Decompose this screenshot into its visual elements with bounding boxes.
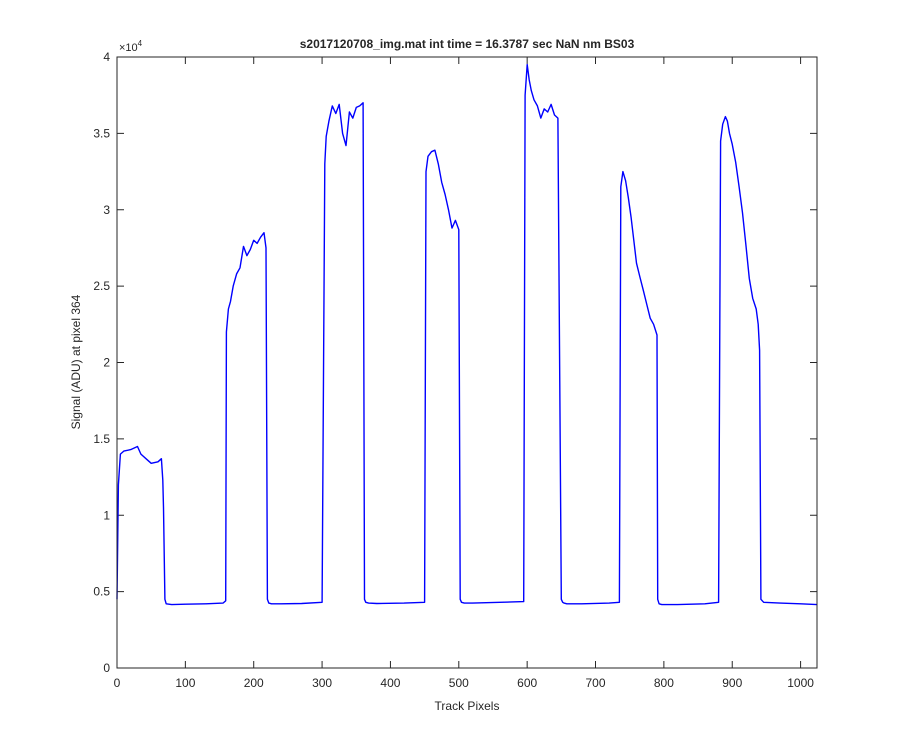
axes-box xyxy=(116,56,818,669)
x-tick-label: 200 xyxy=(244,676,264,690)
y-exponent-power: 4 xyxy=(138,39,143,48)
x-tick-label: 900 xyxy=(722,676,742,690)
x-tick-label: 300 xyxy=(312,676,332,690)
x-tick-label: 500 xyxy=(449,676,469,690)
y-tick-label: 4 xyxy=(103,50,110,64)
x-axis-label: Track Pixels xyxy=(435,699,500,713)
y-axis-label: Signal (ADU) at pixel 364 xyxy=(69,294,83,429)
tick-marks xyxy=(116,56,817,669)
x-tick-label: 700 xyxy=(586,676,606,690)
chart-title: s2017120708_img.mat int time = 16.3787 s… xyxy=(300,37,635,51)
y-tick-labels: 0 0.5 1 1.5 2 2.5 3 3.5 4 xyxy=(93,50,110,675)
x-tick-label: 400 xyxy=(380,676,400,690)
y-tick-label: 0.5 xyxy=(93,585,110,599)
y-tick-label: 3 xyxy=(103,203,110,217)
x-tick-label: 800 xyxy=(654,676,674,690)
y-exponent-label: ×104 xyxy=(119,39,143,54)
y-tick-label: 1.5 xyxy=(93,432,110,446)
y-tick-label: 1 xyxy=(103,508,110,522)
series-group xyxy=(116,63,818,606)
x-tick-label: 600 xyxy=(517,676,537,690)
x-tick-labels: 0 100 200 300 400 500 600 700 800 900 1000 xyxy=(114,676,815,690)
x-tick-label: 0 xyxy=(114,676,121,690)
y-tick-label: 2.5 xyxy=(93,279,110,293)
series-line-signal xyxy=(116,63,818,606)
y-tick-label: 0 xyxy=(103,661,110,675)
y-exponent-base: ×10 xyxy=(119,42,138,54)
y-tick-label: 2 xyxy=(103,356,110,370)
x-tick-label: 1000 xyxy=(787,676,814,690)
plot-area xyxy=(117,57,817,668)
x-tick-label: 100 xyxy=(175,676,195,690)
y-tick-label: 3.5 xyxy=(93,126,110,140)
